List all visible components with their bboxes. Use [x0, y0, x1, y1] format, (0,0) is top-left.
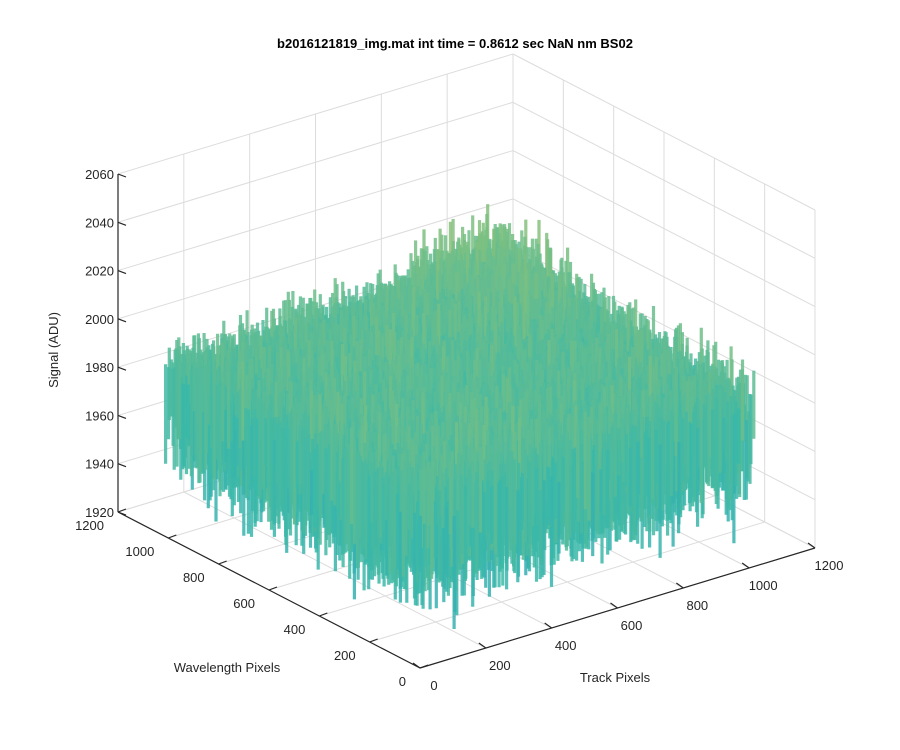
wall-grid-z	[117, 53, 514, 175]
wall2-grid-z	[512, 101, 816, 259]
wall2-grid-z	[512, 53, 816, 211]
surface-mesh	[164, 204, 756, 629]
wall-grid-z	[117, 101, 514, 223]
wall-grid-z	[117, 198, 514, 320]
wall-grid-z	[117, 150, 514, 272]
wall2-grid-z	[512, 198, 816, 356]
wall2-grid-z	[512, 150, 816, 308]
floor-grid-y	[369, 521, 765, 643]
